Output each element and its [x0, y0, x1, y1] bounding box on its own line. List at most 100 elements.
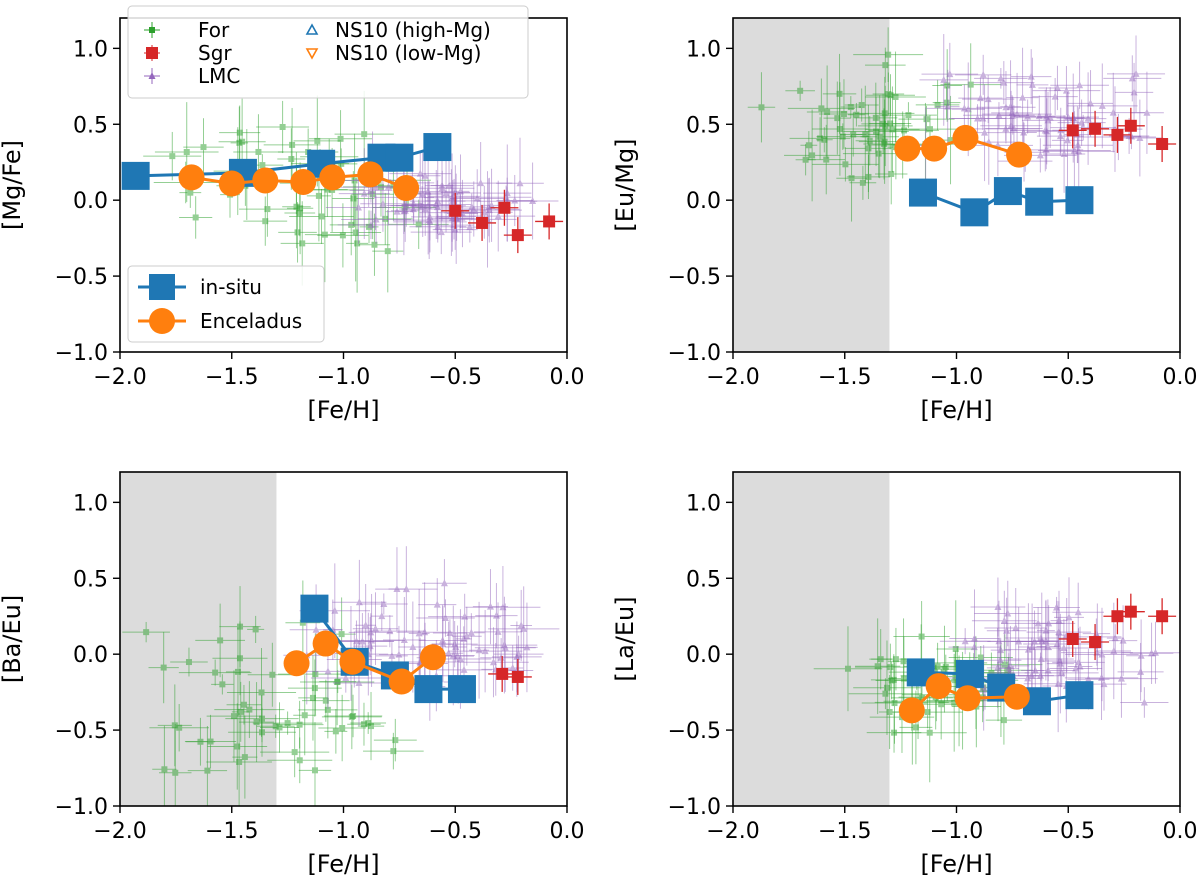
shaded-region: [733, 18, 890, 352]
for-marker: [901, 127, 908, 134]
for-marker: [284, 720, 291, 727]
enceladus-marker: [894, 135, 921, 162]
legend-marker: [149, 274, 175, 300]
for-marker: [900, 658, 907, 665]
lmc-point: [410, 210, 472, 255]
lmc-marker: [440, 579, 448, 587]
y-tick-label: −0.5: [668, 719, 721, 744]
sgr-marker: [511, 229, 524, 242]
lmc-marker: [445, 181, 453, 189]
for-marker: [296, 721, 303, 728]
for-point: [836, 134, 867, 222]
lmc-point: [389, 151, 452, 196]
for-marker: [934, 101, 941, 108]
lmc-marker: [355, 678, 363, 686]
lmc-marker: [368, 636, 376, 644]
lmc-marker: [973, 114, 981, 122]
lmc-marker: [523, 643, 531, 651]
sgr-marker: [1066, 633, 1079, 645]
for-marker: [255, 148, 262, 155]
for-point: [256, 100, 310, 154]
sgr-marker: [511, 670, 524, 683]
for-point: [865, 86, 920, 173]
for-marker: [183, 149, 190, 156]
for-marker: [262, 218, 269, 225]
lmc-marker: [995, 111, 1003, 119]
for-marker: [269, 671, 276, 678]
for-marker: [802, 156, 809, 163]
for-marker: [354, 240, 361, 247]
sgr-point: [1103, 598, 1132, 635]
lmc-marker: [1034, 619, 1042, 627]
for-marker: [390, 748, 397, 755]
for-marker: [889, 126, 896, 133]
y-tick-label: 1.0: [73, 37, 108, 62]
for-point: [855, 115, 884, 166]
lmc-point: [475, 583, 518, 649]
for-marker: [230, 713, 237, 720]
for-point: [214, 681, 285, 739]
sgr-point: [490, 189, 519, 226]
for-point: [298, 722, 332, 806]
lmc-marker: [1043, 127, 1051, 135]
lmc-marker: [1075, 658, 1083, 666]
for-marker: [865, 173, 872, 180]
for-point: [853, 27, 924, 82]
lmc-point: [1106, 624, 1124, 653]
for-marker: [891, 729, 898, 736]
lmc-marker: [409, 643, 417, 651]
for-marker: [352, 229, 359, 236]
lmc-point: [1085, 639, 1158, 718]
for-marker: [834, 115, 841, 122]
for-point: [256, 714, 295, 738]
lmc-marker: [380, 599, 388, 607]
for-marker: [176, 724, 183, 731]
legend-marker: [146, 47, 158, 59]
for-point: [184, 714, 237, 769]
lmc-marker: [1076, 81, 1084, 89]
lmc-marker: [438, 181, 446, 189]
lmc-marker: [442, 188, 450, 196]
lmc-marker: [499, 603, 507, 611]
for-marker: [368, 723, 375, 730]
sgr-marker: [1066, 124, 1079, 137]
lmc-marker: [1031, 666, 1039, 674]
lmc-marker: [460, 665, 468, 673]
lmc-marker: [515, 650, 523, 658]
for-marker: [840, 111, 847, 118]
sgr-marker: [1156, 138, 1169, 151]
for-marker: [171, 722, 178, 729]
enceladus-marker: [178, 164, 205, 191]
lmc-point: [1027, 618, 1101, 678]
lmc-point: [1032, 605, 1065, 642]
sgr-point: [441, 192, 470, 229]
enceladus-marker: [954, 685, 981, 712]
sgr-marker: [498, 201, 511, 214]
lmc-marker: [1110, 646, 1118, 654]
enceladus-marker: [1006, 141, 1033, 168]
for-marker: [885, 51, 892, 58]
lmc-marker: [1098, 673, 1106, 681]
lmc-marker: [1140, 698, 1148, 706]
y-tick-label: 1.0: [686, 37, 721, 62]
for-marker: [338, 631, 345, 638]
for-point: [869, 97, 912, 150]
for-marker: [1001, 661, 1008, 668]
enceladus-marker: [290, 168, 317, 195]
for-marker: [219, 681, 226, 688]
for-point: [157, 684, 192, 767]
legend-marker: [149, 27, 155, 33]
for-marker: [299, 619, 306, 626]
lmc-marker: [994, 603, 1002, 611]
lmc-marker: [467, 628, 475, 636]
lmc-marker: [473, 194, 481, 202]
lmc-marker: [372, 215, 380, 223]
lmc-marker: [1137, 651, 1145, 659]
for-marker: [883, 684, 890, 691]
insitu-marker: [960, 198, 989, 227]
lmc-point: [986, 597, 1027, 664]
lmc-marker: [449, 651, 457, 659]
insitu-marker: [1025, 187, 1054, 216]
for-point: [260, 702, 299, 753]
